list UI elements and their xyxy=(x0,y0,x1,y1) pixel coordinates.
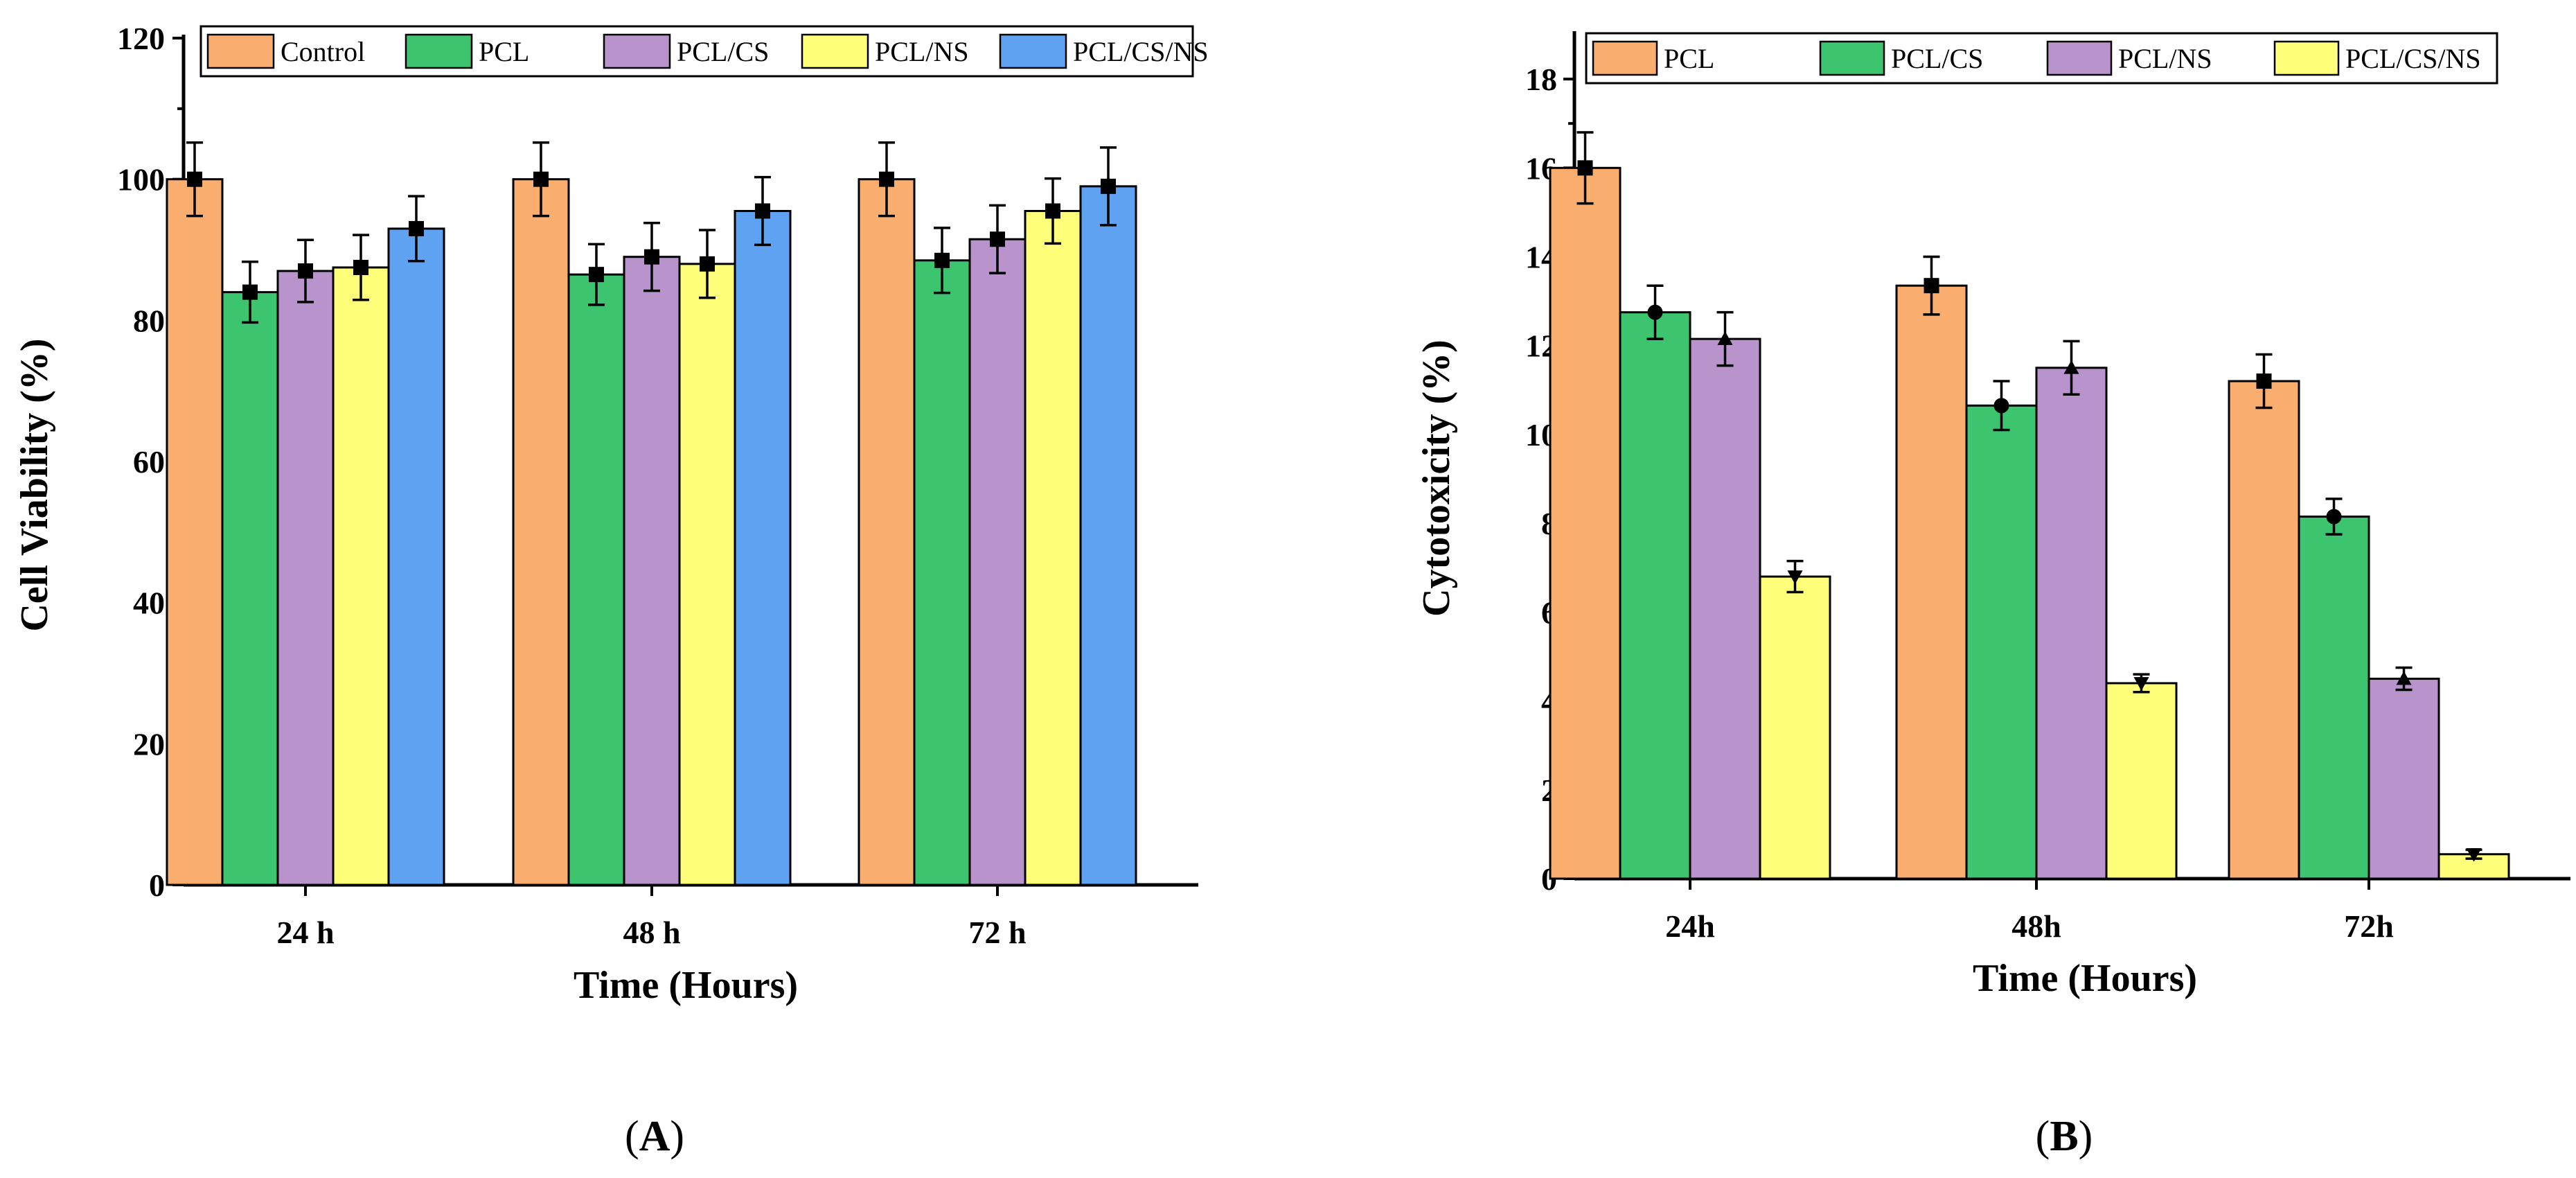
bar-pcl-ns-48-h xyxy=(678,263,736,886)
y-axis-title: Cell Viability (%) xyxy=(13,338,56,631)
chart-panel-a: 0 20 40 60 80 100 120 24 h 48 h 72 h Control PCL PCL… xyxy=(13,21,1209,1160)
bar-pcl-cs-ns-24-h xyxy=(387,227,445,886)
marker-pcl-cs-48h xyxy=(1993,398,2009,414)
legend-label-pcl-cs-ns: PCL/CS/NS xyxy=(2345,43,2481,74)
bar-control-72-h xyxy=(858,178,916,886)
legend: PCL PCL/CS PCL/NS PCL/CS/NS xyxy=(1585,32,2498,85)
x-category-label-24-h: 24 h xyxy=(276,915,334,950)
panel-label: (A) xyxy=(625,1113,684,1160)
marker-pcl-24h xyxy=(1577,160,1593,176)
legend-swatch-pcl xyxy=(405,33,473,69)
x-category-label-72h: 72h xyxy=(2344,908,2394,944)
marker-pcl-72h xyxy=(2256,373,2272,389)
bar-pcl-ns-48h xyxy=(2035,367,2108,880)
bar-pcl-ns-72-h xyxy=(1024,209,1082,886)
legend-swatch-control xyxy=(206,33,275,69)
bar-control-48-h xyxy=(512,178,570,886)
bar-pcl-24-h xyxy=(221,291,279,886)
marker-pcl-ns-48-h xyxy=(700,256,715,272)
bar-pcl-ns-72h xyxy=(2368,678,2440,880)
y-tick-label: 80 xyxy=(133,303,165,338)
legend-label-pcl-ns: PCL/NS xyxy=(875,36,969,67)
legend-label-pcl-ns: PCL/NS xyxy=(2118,43,2212,74)
marker-pcl-72-h xyxy=(934,252,950,268)
marker-control-24-h xyxy=(187,171,202,187)
marker-pcl-48-h xyxy=(589,267,604,283)
marker-pcl-ns-48h xyxy=(2063,360,2079,374)
y-tick-label: 20 xyxy=(133,726,165,762)
bar-pcl-ns-24h xyxy=(1689,337,1761,880)
x-category-label-48-h: 48 h xyxy=(623,915,680,950)
bar-pcl-cs-48h xyxy=(1965,404,2038,880)
bar-pcl-72-h xyxy=(913,259,971,886)
bar-pcl-48h xyxy=(1895,284,1968,880)
marker-pcl-cs-ns-48-h xyxy=(755,203,770,219)
marker-pcl-ns-24-h xyxy=(353,259,368,275)
legend: Control PCL PCL/CS PCL/NS PCL/CS/NS xyxy=(199,25,1209,78)
bar-pcl-72h xyxy=(2228,380,2300,880)
x-category-label-72-h: 72 h xyxy=(968,915,1026,950)
x-axis-title: Time (Hours) xyxy=(574,964,798,1007)
marker-pcl-cs-ns-48h xyxy=(2133,677,2149,691)
chart-panel-b: 02468101214161824h48h72hPCLPCL/CSPCL/NSP… xyxy=(1415,31,2570,1160)
y-axis-title: Cytotoxicity (%) xyxy=(1415,340,1458,617)
y-tick-label: 18 xyxy=(1525,62,1557,97)
bar-pcl-48-h xyxy=(567,273,625,886)
legend-swatch-pcl-cs xyxy=(1819,40,1885,76)
marker-pcl-cs-72h xyxy=(2326,509,2342,525)
marker-pcl-48h xyxy=(1924,278,1939,294)
legend-swatch-pcl-cs-ns xyxy=(999,33,1067,69)
legend-label-control: Control xyxy=(281,36,365,67)
bar-pcl-cs-72-h xyxy=(968,238,1027,886)
bar-control-24-h xyxy=(166,178,224,886)
marker-pcl-cs-ns-24h xyxy=(1787,570,1803,585)
marker-control-48-h xyxy=(533,171,549,187)
marker-pcl-cs-24-h xyxy=(298,263,313,279)
bar-pcl-cs-24-h xyxy=(276,270,335,886)
y-tick-label: 40 xyxy=(133,586,165,621)
panel-label: (B) xyxy=(2036,1113,2093,1160)
legend-frame xyxy=(1585,32,2498,85)
legend-label-pcl-cs: PCL/CS xyxy=(677,36,769,67)
bar-pcl-cs-ns-48-h xyxy=(734,209,792,886)
y-tick-label: 120 xyxy=(117,21,165,56)
marker-pcl-cs-ns-72-h xyxy=(1101,178,1116,194)
marker-control-72-h xyxy=(879,171,894,187)
marker-pcl-ns-72h xyxy=(2396,671,2412,685)
bar-pcl-cs-ns-24h xyxy=(1759,575,1831,880)
bar-pcl-cs-24h xyxy=(1619,311,1691,880)
x-category-label-24h: 24h xyxy=(1665,908,1715,944)
bar-pcl-cs-ns-48h xyxy=(2105,682,2178,880)
x-category-label-48h: 48h xyxy=(2011,908,2061,944)
bar-pcl-cs-ns-72-h xyxy=(1079,185,1137,886)
x-axis-title: Time (Hours) xyxy=(1973,957,2197,1000)
legend-label-pcl-cs-ns: PCL/CS/NS xyxy=(1073,36,1209,67)
legend-swatch-pcl-cs xyxy=(603,33,671,69)
marker-pcl-ns-24h xyxy=(1717,331,1733,345)
marker-pcl-cs-72-h xyxy=(990,231,1005,247)
legend-label-pcl: PCL xyxy=(1664,43,1714,74)
y-tick-label: 60 xyxy=(133,444,165,480)
marker-pcl-cs-ns-72h xyxy=(2466,847,2482,862)
bar-pcl-24h xyxy=(1549,166,1622,880)
marker-pcl-cs-48-h xyxy=(644,249,659,265)
legend-swatch-pcl-ns xyxy=(2046,40,2113,76)
marker-pcl-cs-ns-24-h xyxy=(409,220,424,236)
legend-swatch-pcl xyxy=(1592,40,1658,76)
y-tick-label: 0 xyxy=(149,868,165,903)
legend-label-pcl: PCL xyxy=(479,36,529,67)
marker-pcl-cs-24h xyxy=(1647,304,1663,320)
bar-pcl-cs-48-h xyxy=(623,256,681,886)
marker-pcl-ns-72-h xyxy=(1045,203,1060,219)
legend-swatch-pcl-cs-ns xyxy=(2273,40,2340,76)
y-tick-label: 100 xyxy=(117,162,165,197)
bar-pcl-ns-24-h xyxy=(332,266,390,886)
marker-pcl-24-h xyxy=(242,284,258,300)
bar-pcl-cs-72h xyxy=(2298,516,2370,880)
legend-label-pcl-cs: PCL/CS xyxy=(1891,43,1983,74)
legend-swatch-pcl-ns xyxy=(801,33,869,69)
